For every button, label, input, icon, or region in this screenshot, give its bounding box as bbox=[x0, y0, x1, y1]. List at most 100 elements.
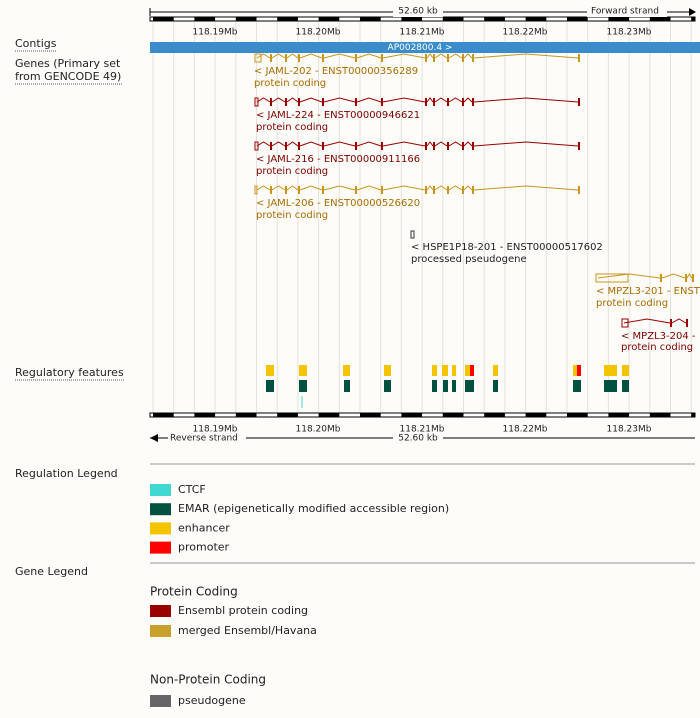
gene-biotype: protein coding bbox=[596, 298, 668, 309]
exon bbox=[298, 98, 300, 106]
tick-label: 118.22Mb bbox=[503, 425, 548, 435]
ruler-seg bbox=[649, 413, 671, 417]
gene-label: < MPZL3-204 - bbox=[621, 331, 696, 342]
exon bbox=[692, 274, 694, 282]
gene-label: < JAML-224 - ENST00000946621 bbox=[256, 110, 420, 121]
intron bbox=[271, 53, 286, 59]
emar bbox=[465, 380, 474, 392]
intron bbox=[323, 185, 356, 191]
exon bbox=[285, 98, 287, 106]
exon bbox=[462, 98, 464, 106]
emar bbox=[604, 380, 617, 392]
intron bbox=[299, 97, 323, 103]
exon bbox=[254, 185, 258, 195]
intron bbox=[448, 185, 463, 191]
exon bbox=[355, 186, 357, 194]
intron bbox=[286, 141, 299, 147]
exon bbox=[425, 186, 427, 194]
contig bbox=[150, 42, 700, 53]
gene-label: < JAML-202 - ENST00000356289 bbox=[254, 66, 418, 77]
enhancer bbox=[622, 365, 629, 376]
exon bbox=[578, 186, 580, 194]
tick-label: 118.21Mb bbox=[400, 28, 445, 38]
legend-swatch bbox=[150, 605, 171, 617]
tick-label: 118.19Mb bbox=[193, 28, 238, 38]
arrow bbox=[689, 8, 696, 16]
legend-item: merged Ensembl/Havana bbox=[178, 624, 317, 637]
ruler-seg bbox=[194, 413, 216, 417]
ruler-seg bbox=[360, 413, 381, 417]
intron bbox=[299, 185, 323, 191]
exon bbox=[472, 54, 474, 62]
legend-swatch bbox=[150, 522, 171, 535]
gene-label: < MPZL3-201 - ENST bbox=[596, 286, 700, 297]
exon bbox=[355, 142, 357, 150]
exon bbox=[660, 274, 662, 282]
emar bbox=[493, 380, 498, 392]
intron bbox=[299, 53, 323, 59]
legend-swatch bbox=[150, 695, 171, 707]
intron bbox=[686, 273, 693, 279]
gene-label: < JAML-216 - ENST00000911166 bbox=[256, 154, 420, 165]
intron bbox=[434, 141, 448, 147]
ruler-seg bbox=[153, 413, 174, 417]
intron bbox=[356, 97, 382, 103]
tick-label: 118.22Mb bbox=[503, 28, 548, 38]
ruler-seg bbox=[649, 17, 671, 21]
ruler-seg bbox=[484, 413, 505, 417]
exon bbox=[254, 141, 259, 151]
intron bbox=[299, 141, 323, 147]
ruler-seg bbox=[153, 17, 174, 21]
ruler-seg bbox=[567, 17, 588, 21]
ruler-seg bbox=[484, 17, 505, 21]
legend-subtitle: Non-Protein Coding bbox=[150, 673, 266, 687]
emar bbox=[266, 380, 274, 392]
exon bbox=[355, 98, 357, 106]
exon bbox=[322, 54, 324, 62]
tick-label: 118.21Mb bbox=[400, 425, 445, 435]
ctcf bbox=[301, 396, 303, 408]
tick-label: 118.23Mb bbox=[607, 28, 652, 38]
intron bbox=[473, 185, 579, 191]
track-label: Genes (Primary set bbox=[15, 57, 121, 70]
label: 52.60 kb bbox=[398, 434, 438, 444]
exon bbox=[425, 142, 427, 150]
intron bbox=[271, 185, 286, 191]
exon bbox=[462, 54, 464, 62]
legend-title: Regulation Legend bbox=[15, 467, 118, 480]
exon bbox=[686, 319, 688, 327]
exon bbox=[425, 54, 427, 62]
ruler-seg bbox=[318, 413, 340, 417]
intron bbox=[463, 141, 473, 147]
exon bbox=[447, 186, 449, 194]
intron bbox=[256, 185, 271, 191]
emar bbox=[622, 380, 629, 392]
enhancer bbox=[452, 365, 456, 376]
enhancer bbox=[432, 365, 437, 376]
exon bbox=[322, 186, 324, 194]
exon bbox=[578, 98, 580, 106]
ruler-seg bbox=[525, 17, 547, 21]
gene-biotype: protein coding bbox=[256, 210, 328, 221]
exon bbox=[270, 186, 272, 194]
exon bbox=[381, 54, 383, 62]
intron bbox=[382, 97, 426, 103]
exon bbox=[447, 142, 449, 150]
ruler-seg bbox=[691, 413, 695, 417]
label-bg bbox=[393, 5, 443, 17]
intron bbox=[356, 185, 382, 191]
ruler-seg bbox=[442, 413, 464, 417]
intron bbox=[463, 97, 473, 103]
exon bbox=[322, 98, 324, 106]
exon bbox=[381, 142, 383, 150]
gene-label: < JAML-206 - ENST00000526620 bbox=[256, 198, 420, 209]
legend-swatch bbox=[150, 625, 171, 637]
emar bbox=[299, 380, 307, 392]
exon bbox=[254, 53, 262, 63]
exon bbox=[298, 142, 300, 150]
tick-label: 118.23Mb bbox=[607, 425, 652, 435]
ruler-seg bbox=[277, 17, 298, 21]
exon bbox=[472, 142, 474, 150]
exon bbox=[433, 142, 435, 150]
track-label: Contigs bbox=[15, 37, 57, 50]
